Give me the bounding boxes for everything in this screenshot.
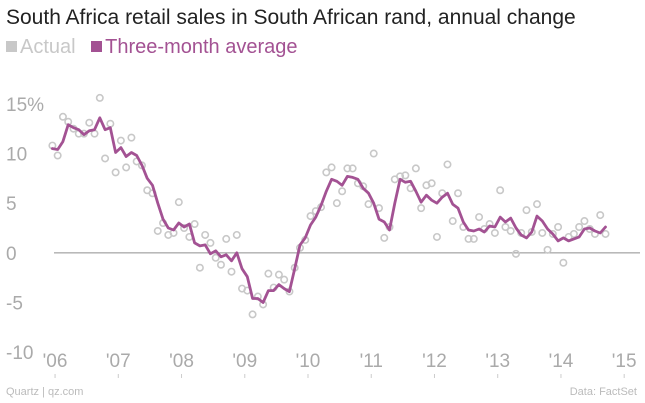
actual-point[interactable] bbox=[106, 119, 115, 128]
actual-series bbox=[48, 93, 610, 319]
actual-point[interactable] bbox=[58, 112, 67, 121]
actual-point[interactable] bbox=[153, 226, 162, 235]
actual-point[interactable] bbox=[464, 234, 473, 243]
y-axis: 15% 10 5 0 -5 -10 bbox=[6, 95, 44, 364]
actual-point[interactable] bbox=[380, 233, 389, 242]
legend-item-three-month-average[interactable]: Three-month average bbox=[91, 36, 297, 59]
x-tick-label: '09 bbox=[232, 351, 257, 372]
x-tick-label: '15 bbox=[612, 351, 637, 372]
x-tick-label: '07 bbox=[106, 351, 131, 372]
actual-point[interactable] bbox=[417, 204, 426, 213]
actual-point[interactable] bbox=[306, 212, 315, 221]
actual-point[interactable] bbox=[216, 260, 225, 269]
actual-point[interactable] bbox=[101, 154, 110, 163]
actual-point[interactable] bbox=[280, 275, 289, 284]
actual-point[interactable] bbox=[85, 118, 94, 127]
three-month-average-line bbox=[51, 116, 607, 304]
legend-label-actual: Actual bbox=[20, 36, 76, 58]
actual-point[interactable] bbox=[454, 189, 463, 198]
legend-swatch-actual bbox=[6, 41, 17, 52]
x-tick-label: '10 bbox=[296, 351, 321, 372]
x-tick-label: '06 bbox=[43, 351, 68, 372]
actual-point[interactable] bbox=[496, 186, 505, 195]
actual-point[interactable] bbox=[127, 133, 136, 142]
actual-point[interactable] bbox=[201, 230, 210, 239]
actual-point[interactable] bbox=[506, 226, 515, 235]
actual-point[interactable] bbox=[443, 160, 452, 169]
x-axis: '06 '07 '08 '09 '10 '11 '12 '13 '14 '15 bbox=[43, 351, 637, 378]
actual-point[interactable] bbox=[364, 200, 373, 209]
y-tick-label: -5 bbox=[6, 293, 23, 314]
actual-point[interactable] bbox=[369, 149, 378, 158]
x-tick-label: '12 bbox=[422, 351, 447, 372]
actual-point[interactable] bbox=[232, 230, 241, 239]
y-tick-label: 5 bbox=[6, 194, 17, 215]
actual-point[interactable] bbox=[174, 198, 183, 207]
actual-point[interactable] bbox=[543, 245, 552, 254]
actual-point[interactable] bbox=[401, 171, 410, 180]
actual-point[interactable] bbox=[211, 253, 220, 262]
x-tick-label: '14 bbox=[549, 351, 574, 372]
actual-point[interactable] bbox=[575, 223, 584, 232]
actual-point[interactable] bbox=[248, 310, 257, 319]
legend-item-actual[interactable]: Actual bbox=[6, 36, 76, 59]
actual-point[interactable] bbox=[559, 258, 568, 267]
legend: Actual Three-month average bbox=[6, 36, 307, 59]
actual-point[interactable] bbox=[274, 270, 283, 279]
legend-label-three-month-average: Three-month average bbox=[105, 36, 298, 58]
actual-point[interactable] bbox=[332, 199, 341, 208]
actual-point[interactable] bbox=[548, 229, 557, 238]
actual-point[interactable] bbox=[222, 234, 231, 243]
actual-point[interactable] bbox=[53, 151, 62, 160]
actual-point[interactable] bbox=[327, 163, 336, 172]
actual-point[interactable] bbox=[554, 223, 563, 232]
actual-point[interactable] bbox=[195, 263, 204, 272]
actual-point[interactable] bbox=[501, 223, 510, 232]
actual-point[interactable] bbox=[343, 164, 352, 173]
y-tick-label: 10 bbox=[6, 145, 27, 166]
actual-point[interactable] bbox=[348, 164, 357, 173]
actual-point[interactable] bbox=[448, 217, 457, 226]
y-tick-label: 0 bbox=[6, 244, 17, 265]
actual-point[interactable] bbox=[511, 249, 520, 258]
legend-swatch-three-month-average bbox=[91, 41, 103, 52]
data-credit: Data: FactSet bbox=[569, 386, 637, 398]
actual-point[interactable] bbox=[180, 224, 189, 233]
actual-point[interactable] bbox=[427, 179, 436, 188]
y-tick-label: 15% bbox=[6, 95, 44, 116]
actual-point[interactable] bbox=[469, 234, 478, 243]
actual-point[interactable] bbox=[264, 269, 273, 278]
actual-point[interactable] bbox=[538, 228, 547, 237]
actual-point[interactable] bbox=[206, 238, 215, 247]
actual-point[interactable] bbox=[116, 136, 125, 145]
y-tick-label: -10 bbox=[6, 343, 33, 364]
actual-point[interactable] bbox=[322, 168, 331, 177]
actual-point[interactable] bbox=[111, 168, 120, 177]
x-tick-label: '13 bbox=[485, 351, 510, 372]
actual-point[interactable] bbox=[569, 229, 578, 238]
x-tick-label: '08 bbox=[169, 351, 194, 372]
source-credit[interactable]: Quartz | qz.com bbox=[6, 386, 84, 398]
x-tick-label: '11 bbox=[360, 351, 383, 372]
actual-point[interactable] bbox=[580, 217, 589, 226]
actual-point[interactable] bbox=[190, 220, 199, 229]
actual-point[interactable] bbox=[533, 200, 542, 209]
actual-point[interactable] bbox=[475, 213, 484, 222]
actual-point[interactable] bbox=[490, 228, 499, 237]
actual-point[interactable] bbox=[411, 164, 420, 173]
actual-point[interactable] bbox=[596, 211, 605, 220]
actual-point[interactable] bbox=[227, 267, 236, 276]
actual-point[interactable] bbox=[522, 206, 531, 215]
actual-point[interactable] bbox=[95, 93, 104, 102]
actual-point[interactable] bbox=[338, 187, 347, 196]
actual-point[interactable] bbox=[601, 229, 610, 238]
actual-point[interactable] bbox=[122, 163, 131, 172]
chart-title: South Africa retail sales in South Afric… bbox=[6, 6, 576, 29]
actual-point[interactable] bbox=[432, 232, 441, 241]
